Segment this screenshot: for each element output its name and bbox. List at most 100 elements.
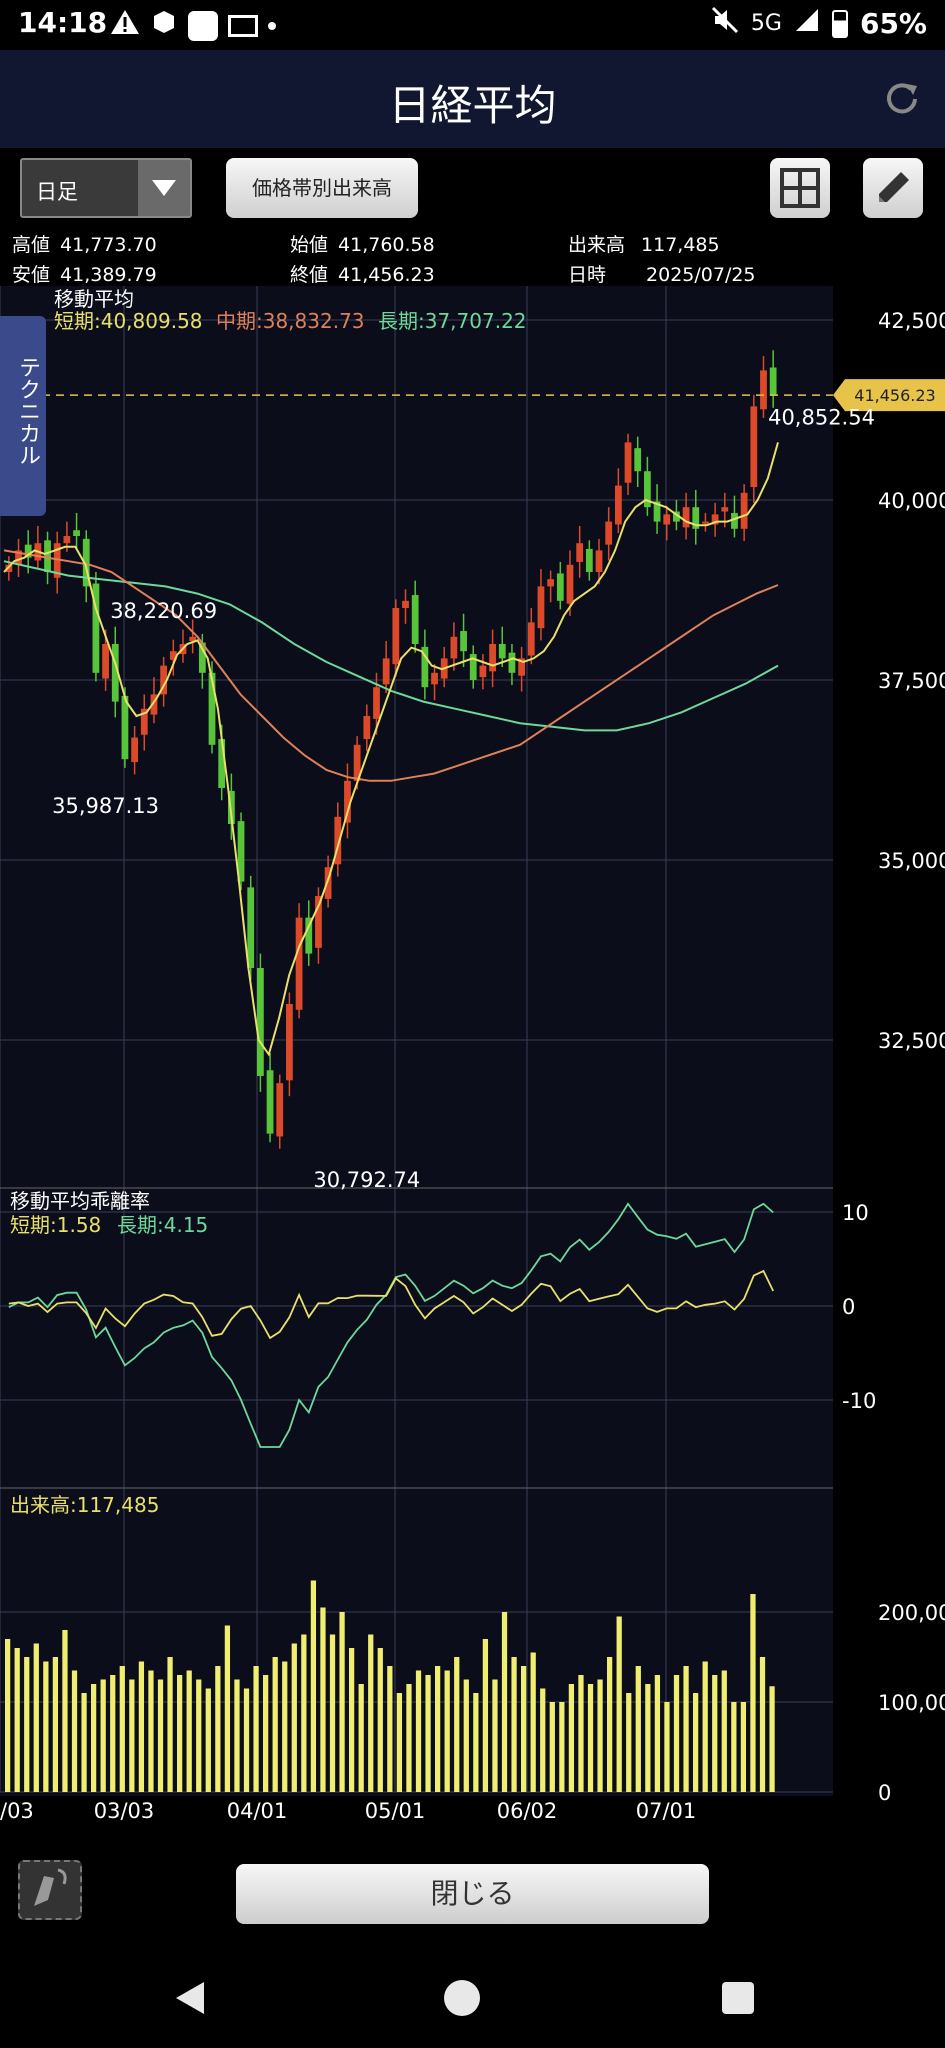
candle — [63, 536, 71, 544]
volume-bar — [263, 1675, 269, 1792]
candle — [121, 695, 129, 760]
candle — [344, 780, 351, 823]
volume-bar — [129, 1679, 135, 1792]
candle — [547, 579, 555, 587]
candle — [53, 543, 61, 578]
candle — [276, 1083, 284, 1137]
candle — [537, 586, 545, 629]
volume-bar — [320, 1607, 326, 1792]
candle — [566, 564, 574, 604]
candle — [769, 367, 777, 396]
volume-bar — [626, 1693, 632, 1792]
candle — [353, 744, 361, 781]
candle — [5, 564, 13, 572]
volume-bar — [349, 1648, 355, 1792]
open-info: 始値 41,760.58 — [290, 234, 435, 256]
candle — [218, 739, 226, 788]
volume-bar — [501, 1612, 508, 1792]
volume-bar — [664, 1702, 670, 1792]
volume-bar — [205, 1688, 211, 1792]
candle — [450, 636, 458, 659]
pencil-icon[interactable] — [863, 158, 923, 218]
volume-bar — [607, 1657, 613, 1792]
back-hand-icon[interactable] — [18, 1860, 82, 1920]
candle — [460, 631, 467, 652]
candle — [373, 687, 380, 719]
candle — [508, 652, 516, 673]
candle — [24, 544, 32, 558]
candle — [189, 636, 197, 642]
volume-bar — [387, 1666, 393, 1792]
nav-home-icon[interactable] — [442, 1978, 482, 2022]
candle — [421, 646, 429, 688]
app-icon — [188, 10, 218, 41]
candle — [257, 968, 264, 1076]
refresh-icon[interactable] — [881, 78, 923, 120]
candle — [402, 600, 409, 608]
candle — [160, 665, 168, 695]
candle — [324, 867, 332, 899]
y-tick-label: 40,000 — [878, 489, 945, 513]
volume-bar — [71, 1670, 78, 1792]
period-select[interactable]: 日足 — [20, 158, 192, 218]
grid-icon[interactable] — [770, 158, 830, 218]
volume-bar — [396, 1693, 403, 1792]
volume-bar — [43, 1661, 49, 1792]
close-button[interactable]: 閉じる — [236, 1864, 709, 1924]
y-tick-label: 42,500 — [878, 309, 945, 333]
toolbar: 日足 価格帯別出来高 — [0, 148, 945, 228]
volume-bar — [167, 1657, 173, 1792]
candle — [334, 816, 342, 865]
nav-recent-icon[interactable] — [718, 1978, 758, 2022]
date-info: 日時 2025/07/25 — [568, 264, 756, 286]
candle — [315, 896, 322, 948]
volume-bar — [81, 1693, 87, 1792]
volume-bar — [100, 1679, 106, 1792]
period-select-value: 日足 — [36, 180, 78, 204]
y-tick-label: 37,500 — [878, 669, 945, 693]
volume-bar — [368, 1634, 374, 1792]
candle — [653, 501, 661, 522]
volume-bar — [492, 1679, 498, 1792]
candle — [702, 521, 709, 524]
volume-bar — [177, 1675, 183, 1792]
candle — [721, 507, 729, 512]
volume-info: 出来高 117,485 — [568, 234, 720, 256]
stock-chart[interactable]: 42,500 40,000 37,500 35,000 32,500 移動平均短期:40,… — [0, 286, 945, 1830]
candle — [740, 492, 748, 529]
volume-bar — [587, 1684, 594, 1792]
volume-bar — [731, 1702, 737, 1792]
x-tick-label: 05/01 — [365, 1799, 426, 1823]
volume-bar — [415, 1670, 422, 1792]
dot-icon — [268, 21, 276, 30]
volume-bar — [750, 1594, 756, 1792]
volume-bar — [52, 1657, 59, 1792]
candle — [605, 521, 613, 545]
candle — [92, 583, 100, 673]
volume-bar — [157, 1679, 164, 1792]
candle — [237, 821, 245, 882]
volume-bar — [119, 1666, 125, 1792]
volume-bar — [186, 1670, 192, 1792]
volume-bar — [282, 1661, 288, 1792]
volume-bar — [549, 1702, 555, 1792]
volume-bar — [5, 1639, 11, 1792]
nav-back-icon[interactable] — [170, 1978, 210, 2022]
battery-icon — [831, 9, 848, 38]
volume-by-price-button[interactable]: 価格帯別出来高 — [226, 158, 418, 218]
y-tick-label: 10 — [842, 1201, 869, 1225]
volume-bar — [329, 1634, 336, 1792]
candle — [644, 471, 651, 508]
candle — [760, 370, 767, 410]
current-price-label: 41,456.23 — [854, 386, 935, 405]
technical-tab[interactable]: テクニカル — [0, 316, 46, 516]
chevron-down-icon[interactable] — [138, 160, 190, 216]
x-tick-label: 06/02 — [497, 1799, 558, 1823]
volume-bar — [530, 1652, 536, 1792]
volume-bar — [243, 1688, 250, 1792]
volume-bar — [196, 1679, 202, 1792]
volume-bar — [358, 1684, 364, 1792]
volume-bar — [521, 1666, 527, 1792]
notification-icon — [150, 8, 178, 43]
volume-bar — [406, 1684, 412, 1792]
